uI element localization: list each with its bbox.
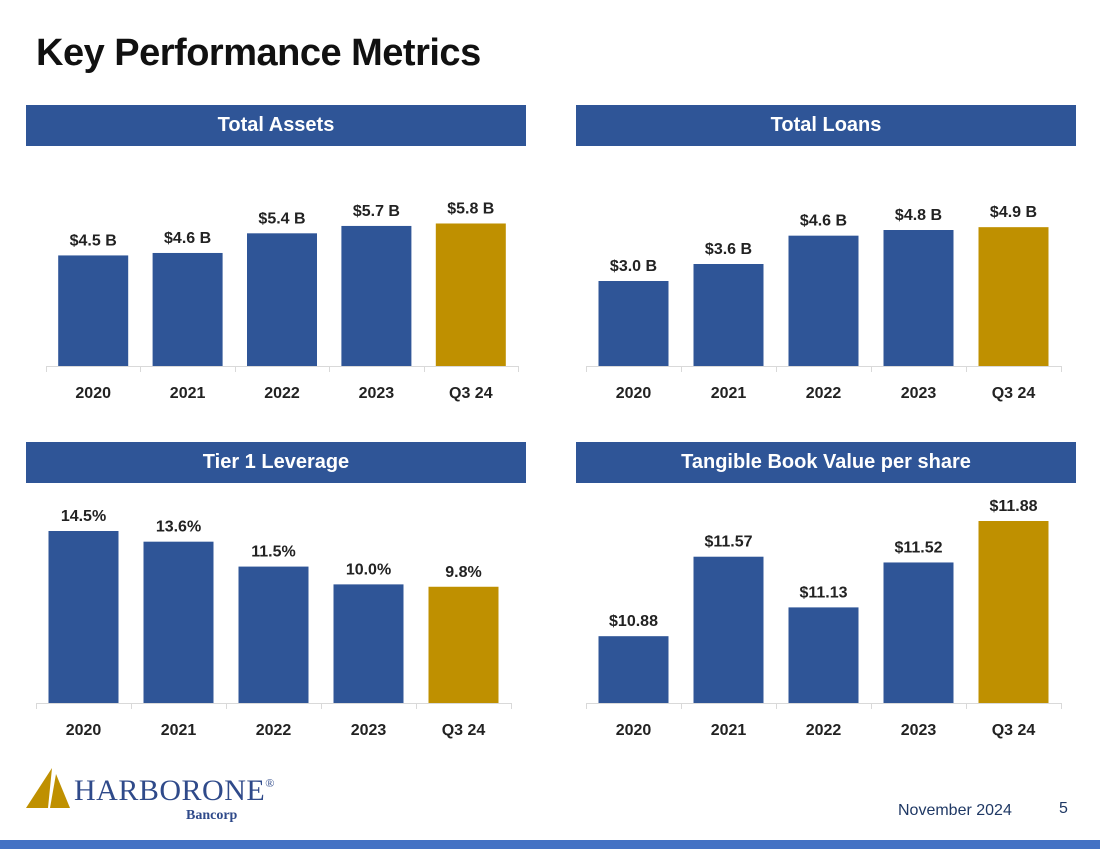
category-label: Q3 24 <box>992 385 1036 402</box>
logo-subtitle: Bancorp <box>186 808 238 823</box>
category-label: 2020 <box>616 385 652 402</box>
chart-title-total-assets: Total Assets <box>26 105 526 146</box>
category-label: 2020 <box>616 722 652 739</box>
bar-2020 <box>58 255 129 366</box>
footer-date: November 2024 <box>898 802 1012 819</box>
bar-q3-24 <box>428 586 499 703</box>
data-label: $5.8 B <box>447 200 494 217</box>
data-label: $5.4 B <box>258 210 305 227</box>
data-label: 9.8% <box>445 564 481 581</box>
data-label: $11.52 <box>894 539 942 556</box>
category-label: 2020 <box>66 722 102 739</box>
chart-total-assets: $4.5 B 2020 $4.6 B 2021 $5.4 B 2022 $5.7 B 2023… <box>46 200 519 402</box>
bar-2020 <box>598 281 669 366</box>
chart-title-tbv-per-share: Tangible Book Value per share <box>576 442 1076 483</box>
logo-registered: ® <box>265 776 275 790</box>
data-label: $3.0 B <box>610 258 657 275</box>
data-label: $3.6 B <box>705 241 752 258</box>
category-label: 2020 <box>75 385 111 402</box>
chart-panel-tier1-leverage: Tier 1 Leverage 14.5% 2020 13.6% 2021 11.5% 2… <box>26 442 526 752</box>
data-label: $4.6 B <box>800 213 847 230</box>
category-label: 2022 <box>806 385 842 402</box>
bar-2022 <box>788 235 859 366</box>
category-label: 2023 <box>351 722 387 739</box>
data-label: $4.6 B <box>164 230 211 247</box>
category-label: 2021 <box>161 722 197 739</box>
category-label: Q3 24 <box>992 722 1036 739</box>
data-label: $11.13 <box>799 584 847 601</box>
category-label: Q3 24 <box>442 722 486 739</box>
category-label: 2023 <box>901 722 937 739</box>
data-label: 14.5% <box>61 508 106 525</box>
bar-2023 <box>341 225 412 366</box>
bar-2021 <box>143 541 214 703</box>
category-label: 2022 <box>806 722 842 739</box>
data-label: $4.9 B <box>990 204 1037 221</box>
company-logo: HARBORONE® Bancorp <box>26 760 286 830</box>
data-label: $4.8 B <box>895 207 942 224</box>
bar-2020 <box>598 636 669 703</box>
footer-bar <box>0 840 1100 849</box>
bar-2023 <box>883 230 954 366</box>
logo-name: HARBORONE <box>74 774 266 807</box>
chart-panel-total-loans: Total Loans $3.0 B 2020 $3.6 B 2021 $4.6 B 20… <box>576 105 1076 415</box>
chart-total-loans: $3.0 B 2020 $3.6 B 2021 $4.6 B 2022 $4.8 B 2023… <box>586 204 1062 402</box>
page-number: 5 <box>1059 800 1068 817</box>
chart-panel-total-assets: Total Assets $4.5 B 2020 $4.6 B 2021 $5.4 B 2… <box>26 105 526 415</box>
data-label: $10.88 <box>609 613 658 630</box>
bar-2020 <box>48 531 119 703</box>
data-label: 11.5% <box>251 544 295 561</box>
category-label: 2022 <box>264 385 300 402</box>
data-label: $11.88 <box>989 498 1037 515</box>
data-label: 10.0% <box>346 561 391 578</box>
category-label: 2023 <box>359 385 395 402</box>
bar-2022 <box>247 233 317 366</box>
bar-2021 <box>693 556 764 703</box>
chart-tbv-per-share: $10.88 2020 $11.57 2021 $11.13 2022 $11.52 2023… <box>586 498 1062 739</box>
bar-2021 <box>693 264 764 366</box>
data-label: 13.6% <box>156 519 201 536</box>
data-label: $4.5 B <box>70 232 117 249</box>
bar-2022 <box>788 607 859 703</box>
bar-q3-24 <box>978 521 1049 703</box>
bar-q3-24 <box>978 227 1049 366</box>
bar-2023 <box>883 562 954 703</box>
bar-2022 <box>238 566 309 703</box>
data-label: $5.7 B <box>353 203 400 220</box>
page-title: Key Performance Metrics <box>36 32 481 74</box>
logo-wordmark: HARBORONE® <box>74 774 275 808</box>
category-label: 2021 <box>170 385 206 402</box>
category-label: Q3 24 <box>449 385 493 402</box>
chart-title-tier1-leverage: Tier 1 Leverage <box>26 442 526 483</box>
category-label: 2023 <box>901 385 937 402</box>
category-label: 2021 <box>711 385 747 402</box>
chart-panel-tbv-per-share: Tangible Book Value per share $10.88 2020… <box>576 442 1076 752</box>
category-label: 2022 <box>256 722 292 739</box>
chart-tier1-leverage: 14.5% 2020 13.6% 2021 11.5% 2022 10.0% 2023 9.8%… <box>36 508 512 739</box>
bar-q3-24 <box>435 223 506 366</box>
data-label: $11.57 <box>704 534 752 551</box>
bar-2021 <box>152 252 223 366</box>
sail-icon <box>26 768 70 808</box>
category-label: 2021 <box>711 722 747 739</box>
bar-2023 <box>333 584 404 703</box>
chart-title-total-loans: Total Loans <box>576 105 1076 146</box>
